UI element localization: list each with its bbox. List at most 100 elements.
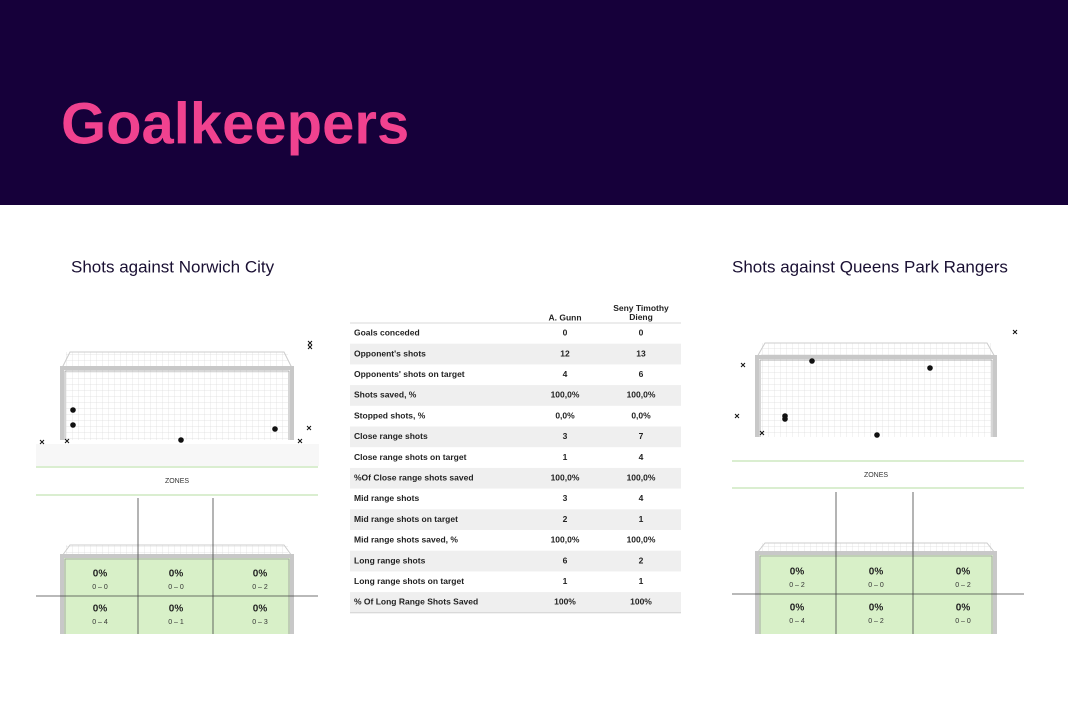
zone-count: 0 – 0 xyxy=(955,618,971,625)
cell: 4 xyxy=(563,369,568,379)
row-bg xyxy=(350,592,681,613)
row-label: Mid range shots on target xyxy=(354,514,458,524)
ground-band xyxy=(36,444,319,466)
goal-net-side xyxy=(61,351,293,369)
column-header: Seny Timothy Dieng xyxy=(613,303,669,322)
cell: 3 xyxy=(563,431,568,441)
cell: 100,0% xyxy=(627,390,656,400)
zone-pct: 0% xyxy=(169,569,184,580)
goal-net-side xyxy=(756,542,996,554)
goal-net-side xyxy=(61,544,293,557)
column-header: A. Gunn xyxy=(548,312,581,322)
cell: 100% xyxy=(554,597,576,607)
cell: 0 xyxy=(639,328,644,338)
zone-pct: 0% xyxy=(169,604,184,615)
row-bg xyxy=(350,426,681,448)
zone-count: 0 – 4 xyxy=(92,619,108,626)
cell: 100,0% xyxy=(551,473,580,483)
cell: 1 xyxy=(563,576,568,586)
left-title: Shots against Norwich City xyxy=(71,257,275,276)
goal-frame-inner xyxy=(64,558,290,634)
zone-pct: 0% xyxy=(956,603,971,614)
zone-pct: 0% xyxy=(253,604,268,615)
cell: 1 xyxy=(639,514,644,524)
zone-count: 0 – 0 xyxy=(92,584,108,591)
row-label: Long range shots xyxy=(354,555,426,565)
zone-count: 0 – 1 xyxy=(168,619,184,626)
zones-label: ZONES xyxy=(864,472,888,479)
goal-frame-inner xyxy=(64,370,290,440)
cell: 0,0% xyxy=(555,410,575,420)
row-label: Long range shots on target xyxy=(354,576,464,586)
zone-pct: 0% xyxy=(956,567,971,578)
zone-count: 0 – 2 xyxy=(868,618,884,625)
goal-frame xyxy=(60,366,294,440)
header-title: Goalkeepers xyxy=(61,91,409,156)
zone-count: 0 – 0 xyxy=(168,584,184,591)
row-label: Close range shots on target xyxy=(354,452,467,462)
goal-frame-inner xyxy=(759,359,993,437)
goal-net xyxy=(66,352,288,440)
stats-table: A. Gunn Seny Timothy Dieng Goals conceded 0 0… xyxy=(350,303,681,614)
goal-net-side xyxy=(756,342,996,358)
row-label: Shots saved, % xyxy=(354,390,417,400)
row-label: % Of Long Range Shots Saved xyxy=(354,597,478,607)
zone-count: 0 – 3 xyxy=(252,619,268,626)
cell: 100% xyxy=(630,597,652,607)
goal-frame xyxy=(755,355,997,437)
row-bg xyxy=(350,385,681,406)
shot-dot xyxy=(178,437,184,443)
row-label: Mid range shots xyxy=(354,493,419,503)
cell: 100,0% xyxy=(627,473,656,483)
cell: 6 xyxy=(563,555,568,565)
cell: 100,0% xyxy=(551,390,580,400)
row-bg xyxy=(350,550,681,572)
row-bg xyxy=(350,509,681,530)
shot-dot xyxy=(70,407,76,413)
row-bg xyxy=(350,467,681,489)
shot-dot xyxy=(272,426,278,432)
zone-count: 0 – 2 xyxy=(789,582,805,589)
zone-pct: 0% xyxy=(253,569,268,580)
shot-cross xyxy=(740,362,746,368)
row-label: Stopped shots, % xyxy=(354,410,426,420)
shot-cross xyxy=(734,413,740,419)
shot-cross xyxy=(307,340,313,346)
row-label: Close range shots xyxy=(354,431,428,441)
shot-cross xyxy=(39,439,45,445)
shot-cross xyxy=(1012,329,1018,335)
zone-pct: 0% xyxy=(93,604,108,615)
goal-graphics xyxy=(36,329,1024,634)
row-bg xyxy=(350,343,681,365)
shot-dot xyxy=(782,416,788,422)
zone-pct: 0% xyxy=(790,603,805,614)
zone-pct: 0% xyxy=(790,567,805,578)
cell: 7 xyxy=(639,431,644,441)
cell: 100,0% xyxy=(551,535,580,545)
cell: 1 xyxy=(563,452,568,462)
row-label: Opponents' shots on target xyxy=(354,369,465,379)
cell: 13 xyxy=(636,348,646,358)
zone-count: 0 – 4 xyxy=(789,618,805,625)
cell: 100,0% xyxy=(627,535,656,545)
cell: 6 xyxy=(639,369,644,379)
zone-count: 0 – 0 xyxy=(868,582,884,589)
goal-frame xyxy=(60,554,294,634)
shot-dot xyxy=(809,358,815,364)
row-label: %Of Close range shots saved xyxy=(354,473,474,483)
cell: 0 xyxy=(563,328,568,338)
shot-dot xyxy=(874,432,880,438)
cell: 4 xyxy=(639,452,644,462)
header-bg xyxy=(0,0,1068,205)
cell: 0,0% xyxy=(631,410,651,420)
shot-dot xyxy=(927,365,933,371)
shot-dot xyxy=(70,422,76,428)
zone-fill xyxy=(759,555,993,634)
goal-frame xyxy=(755,551,997,634)
goal-frame-inner xyxy=(759,555,993,634)
shot-cross xyxy=(297,438,303,444)
shot-cross xyxy=(759,430,765,436)
shot-cross xyxy=(306,425,312,431)
zone-pct: 0% xyxy=(93,569,108,580)
